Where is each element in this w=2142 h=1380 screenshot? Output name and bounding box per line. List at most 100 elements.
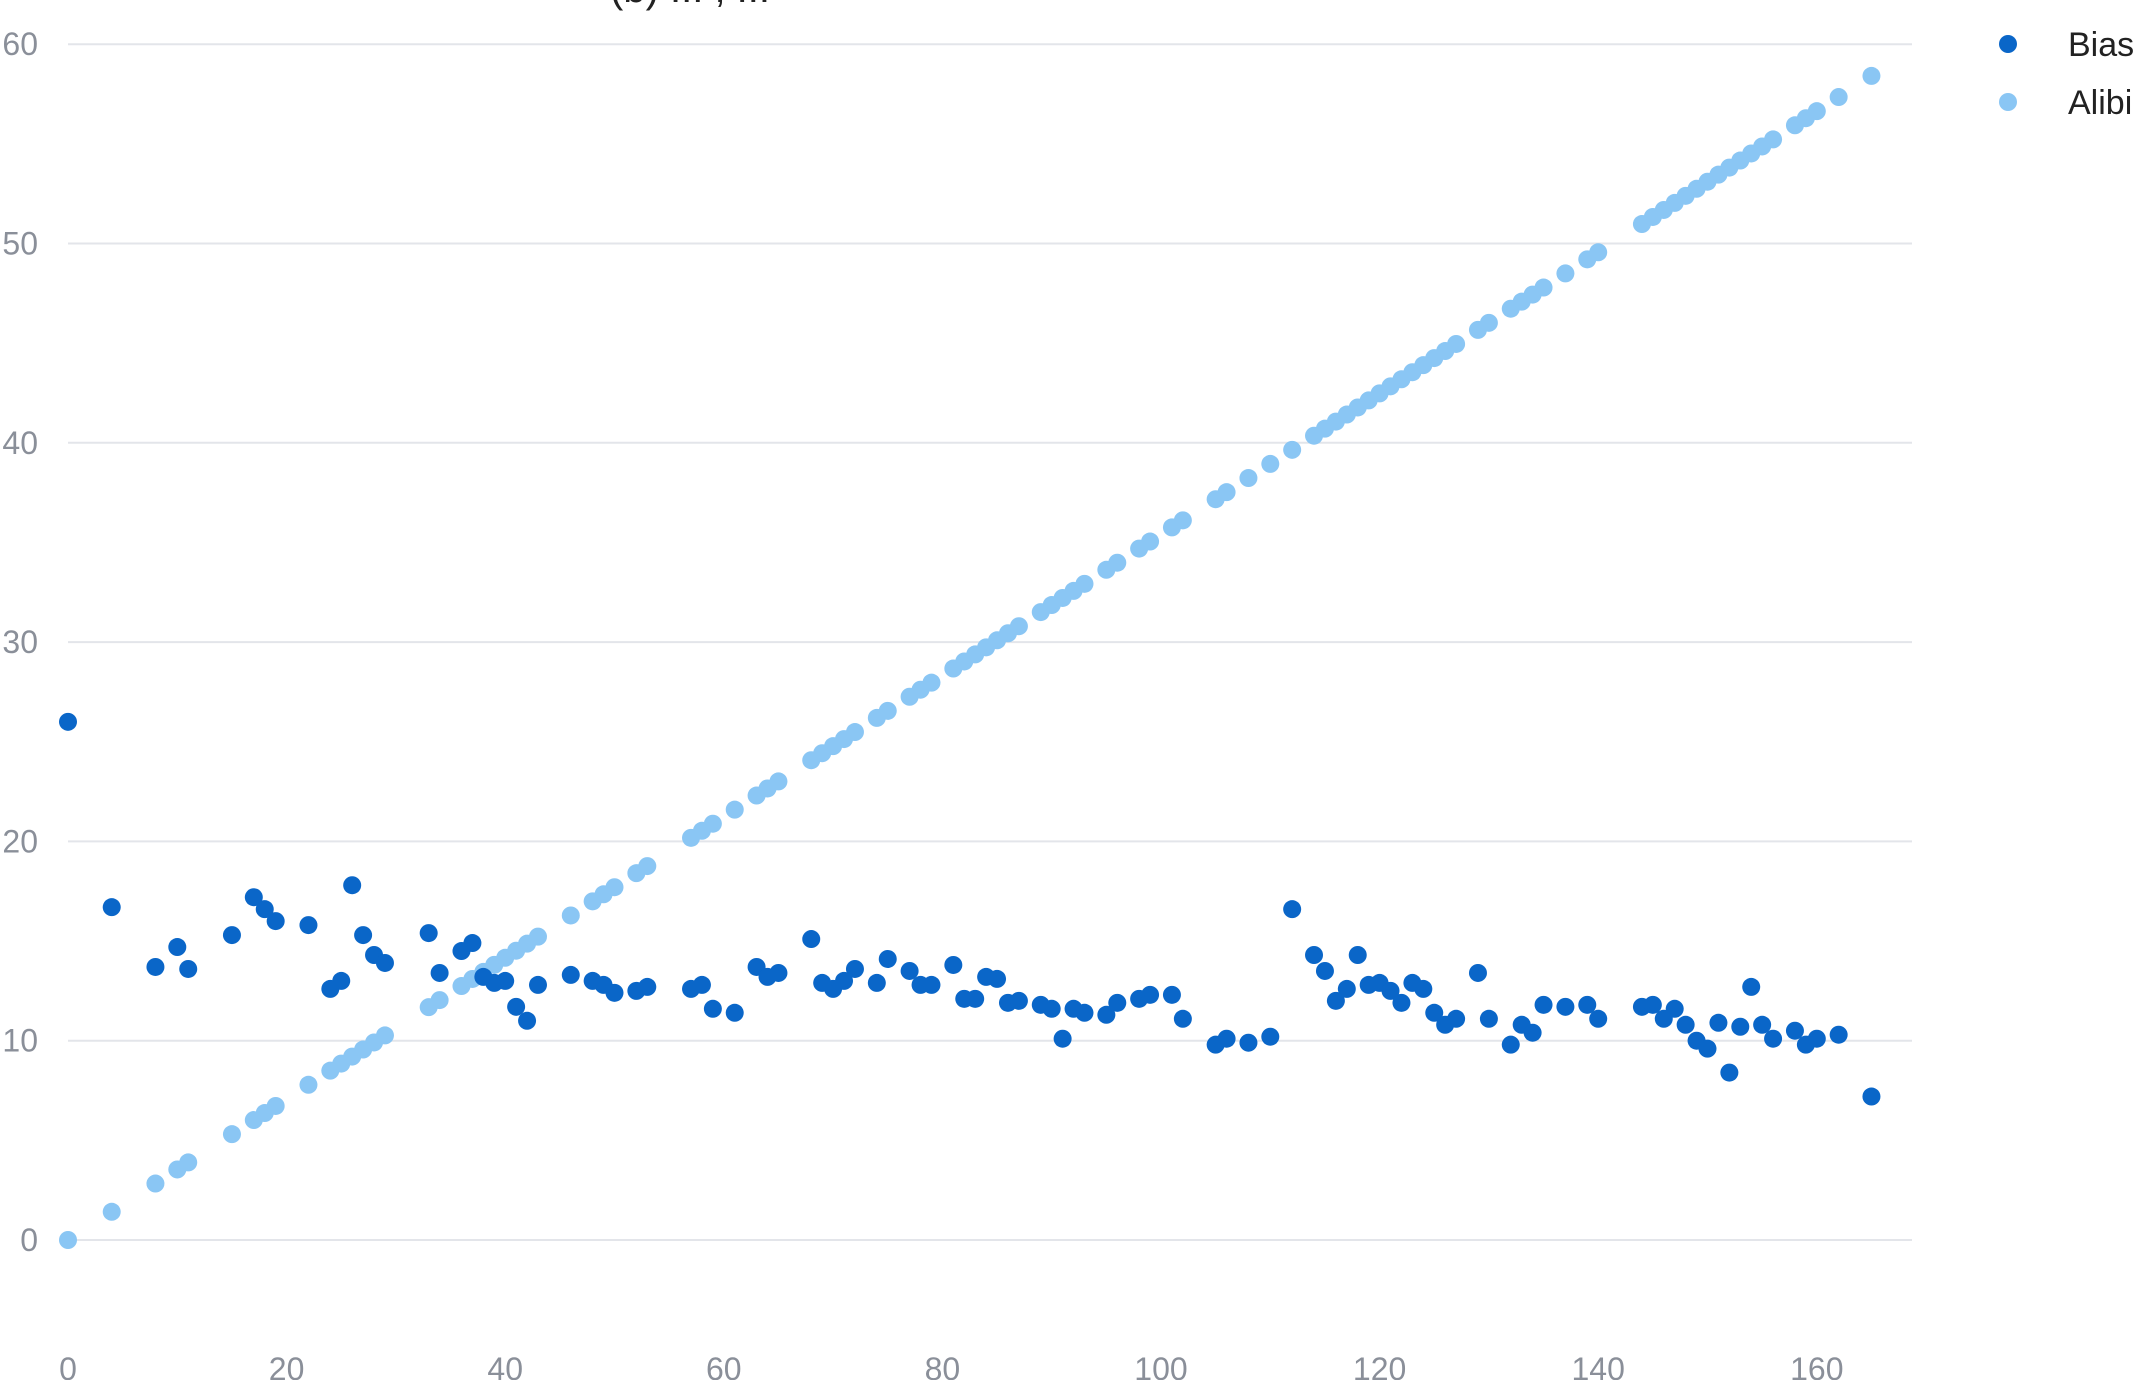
point-alibi [703,814,722,833]
y-axis-ticks: 0 10 20 30 40 50 60 [2,26,38,1258]
point-bias [102,898,121,917]
point-bias [1764,1029,1783,1048]
y-tick-label: 0 [20,1222,38,1258]
point-bias [1665,999,1684,1018]
y-tick-label: 30 [2,624,38,660]
legend-label-bias: Bias [2068,26,2134,64]
point-bias [1239,1033,1258,1052]
y-tick-label: 50 [2,226,38,262]
point-alibi [605,878,624,897]
point-bias [1305,946,1324,965]
point-bias [1173,1009,1192,1028]
point-bias [1283,900,1302,919]
point-bias [332,971,351,990]
point-alibi [878,701,897,720]
point-bias [430,963,449,982]
point-alibi [845,723,864,742]
point-bias [1261,1027,1280,1046]
point-alibi [1447,334,1466,353]
point-bias [1534,995,1553,1014]
point-bias [1742,977,1761,996]
point-alibi [102,1202,121,1221]
point-bias [507,997,526,1016]
point-bias [900,961,919,980]
point-bias [1414,979,1433,998]
point-bias [1162,985,1181,1004]
point-bias [1731,1017,1750,1036]
x-tick-label: 60 [706,1351,742,1380]
point-bias [354,926,373,945]
point-alibi [1108,553,1127,572]
point-bias [1097,1005,1116,1024]
point-bias [1315,961,1334,980]
point-bias [692,975,711,994]
y-tick-label: 10 [2,1023,38,1059]
point-bias [561,965,580,984]
point-bias [1326,991,1345,1010]
point-bias [922,975,941,994]
point-alibi [1239,469,1258,488]
point-bias [1578,995,1597,1014]
point-alibi [1829,88,1848,107]
point-alibi [1807,102,1826,121]
point-bias [1589,1009,1608,1028]
data-series [59,66,1881,1249]
point-bias [1807,1029,1826,1048]
point-alibi [561,906,580,925]
point-bias [878,949,897,968]
point-alibi [1173,511,1192,530]
x-axis-ticks: 0 20 40 60 80 100 120 140 160 [59,1351,1843,1380]
x-tick-label: 160 [1790,1351,1843,1380]
x-tick-label: 40 [487,1351,523,1380]
y-tick-label: 60 [2,26,38,62]
point-bias [1042,999,1061,1018]
point-bias [528,975,547,994]
point-bias [1720,1063,1739,1082]
point-bias [1643,995,1662,1014]
point-bias [835,971,854,990]
point-bias [725,1003,744,1022]
point-bias [944,955,963,974]
point-bias [703,999,722,1018]
point-bias [1501,1035,1520,1054]
legend-label-alibi: Alibi [2068,84,2132,122]
point-alibi [222,1125,241,1144]
point-bias [1009,991,1028,1010]
point-alibi [1141,532,1160,551]
point-bias [1053,1029,1072,1048]
x-tick-label: 20 [269,1351,305,1380]
legend-marker-alibi [1999,93,2017,111]
point-bias [845,959,864,978]
point-bias [419,924,438,943]
point-bias [463,934,482,953]
x-tick-label: 100 [1134,1351,1187,1380]
point-alibi [1589,243,1608,262]
legend: Bias Alibi [1999,26,2134,122]
point-bias [1425,1003,1444,1022]
series-bias [59,712,1881,1106]
point-bias [1523,1023,1542,1042]
point-alibi [638,857,657,876]
point-alibi [179,1153,198,1172]
point-alibi [1217,483,1236,502]
point-alibi [1556,264,1575,283]
point-bias [179,959,198,978]
point-bias [1785,1021,1804,1040]
point-alibi [1479,313,1498,332]
point-bias [638,977,657,996]
point-bias [1468,963,1487,982]
point-bias [343,876,362,895]
point-alibi [375,1026,394,1045]
point-bias [1447,1009,1466,1028]
point-alibi [922,673,941,692]
point-bias [255,900,274,919]
point-bias [496,971,515,990]
chart-title: (b) ... , ... [610,0,770,11]
x-tick-label: 80 [925,1351,961,1380]
point-alibi [299,1075,318,1094]
point-bias [1381,981,1400,1000]
point-bias [1862,1087,1881,1106]
point-bias [375,953,394,972]
point-bias [988,969,1007,988]
